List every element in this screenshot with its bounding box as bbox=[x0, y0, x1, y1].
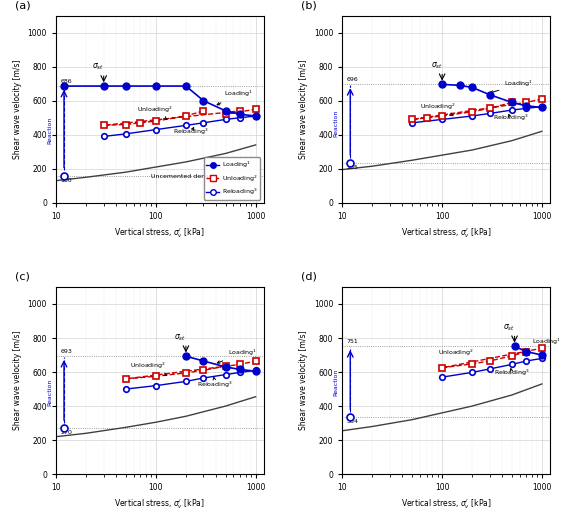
X-axis label: Vertical stress, $\sigma_v'$ [kPa]: Vertical stress, $\sigma_v'$ [kPa] bbox=[114, 226, 205, 240]
Text: Unloading$^2$: Unloading$^2$ bbox=[420, 101, 456, 116]
Text: (b): (b) bbox=[301, 0, 316, 10]
X-axis label: Vertical stress, $\sigma_v'$ [kPa]: Vertical stress, $\sigma_v'$ [kPa] bbox=[114, 498, 205, 511]
Y-axis label: Shear wave velocity [m/s]: Shear wave velocity [m/s] bbox=[13, 59, 22, 159]
Text: 693: 693 bbox=[60, 349, 72, 354]
Y-axis label: Shear wave velocity [m/s]: Shear wave velocity [m/s] bbox=[300, 331, 309, 430]
Y-axis label: Shear wave velocity [m/s]: Shear wave velocity [m/s] bbox=[13, 331, 22, 430]
Text: Reloading$^3$: Reloading$^3$ bbox=[493, 113, 528, 123]
Text: Reaction: Reaction bbox=[334, 368, 338, 395]
Text: Loading$^1$: Loading$^1$ bbox=[217, 348, 257, 363]
Text: $\sigma_{st}$: $\sigma_{st}$ bbox=[92, 62, 104, 72]
Y-axis label: Shear wave velocity [m/s]: Shear wave velocity [m/s] bbox=[300, 59, 309, 159]
Text: 334: 334 bbox=[347, 419, 358, 424]
X-axis label: Vertical stress, $\sigma_v'$ [kPa]: Vertical stress, $\sigma_v'$ [kPa] bbox=[401, 498, 491, 511]
Text: 686: 686 bbox=[60, 79, 72, 84]
Text: 270: 270 bbox=[60, 430, 72, 435]
Text: Unloading$^2$: Unloading$^2$ bbox=[130, 361, 166, 375]
Legend: Loading$^1$, Unloading$^2$, Reloading$^3$: Loading$^1$, Unloading$^2$, Reloading$^3… bbox=[204, 157, 260, 200]
Text: Reloading$^3$: Reloading$^3$ bbox=[173, 127, 209, 137]
Text: Unloading$^2$: Unloading$^2$ bbox=[137, 105, 173, 120]
Text: Reaction: Reaction bbox=[47, 117, 52, 144]
Text: Reloading$^3$: Reloading$^3$ bbox=[197, 377, 233, 390]
Text: Reaction: Reaction bbox=[47, 379, 52, 406]
Text: (a): (a) bbox=[15, 0, 30, 10]
Text: $\sigma_{st}$: $\sigma_{st}$ bbox=[174, 332, 186, 343]
Text: Reloading$^3$: Reloading$^3$ bbox=[494, 367, 530, 378]
Text: (c): (c) bbox=[15, 271, 30, 281]
Text: 751: 751 bbox=[347, 339, 358, 344]
Text: 235: 235 bbox=[347, 165, 358, 170]
Text: Uncemented dense: Uncemented dense bbox=[151, 173, 212, 179]
Text: 160: 160 bbox=[60, 178, 72, 182]
Text: Unloading$^2$: Unloading$^2$ bbox=[438, 348, 473, 363]
Text: Reaction: Reaction bbox=[334, 110, 338, 137]
Text: Loading$^1$: Loading$^1$ bbox=[527, 337, 561, 351]
Text: $\sigma_{st}$: $\sigma_{st}$ bbox=[503, 322, 515, 333]
Text: (d): (d) bbox=[301, 271, 317, 281]
Text: Loading$^1$: Loading$^1$ bbox=[490, 79, 534, 93]
X-axis label: Vertical stress, $\sigma_v'$ [kPa]: Vertical stress, $\sigma_v'$ [kPa] bbox=[401, 226, 491, 240]
Text: 696: 696 bbox=[347, 77, 358, 82]
Text: Loading$^1$: Loading$^1$ bbox=[217, 89, 253, 105]
Text: $\sigma_{st}$: $\sigma_{st}$ bbox=[431, 60, 443, 71]
